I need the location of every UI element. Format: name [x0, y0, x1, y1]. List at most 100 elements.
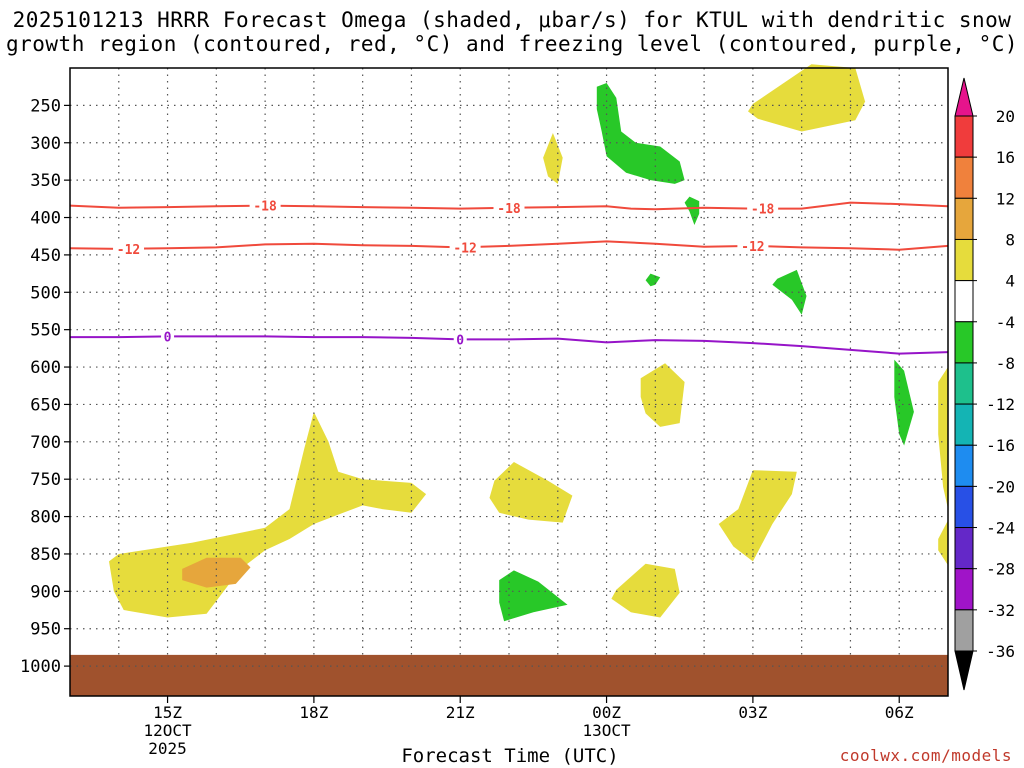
contour-label-dgz-18-2: -18 [751, 203, 775, 218]
grid [70, 68, 948, 667]
chart-title: 2025101213 HRRR Forecast Omega (shaded, … [0, 8, 1024, 56]
y-tick-label-700: 700 [30, 433, 61, 453]
colorbar-top-arrow [954, 77, 974, 117]
x-axis-title: Forecast Time (UTC) [401, 745, 619, 767]
omega-pos-620 [640, 363, 685, 427]
x-tick-sublabel2-0: 2025 [148, 739, 187, 758]
contours: -18 -18 -18 -12 -12 -12 0 0 [69, 198, 949, 355]
y-tick-label-550: 550 [30, 321, 61, 341]
contour-label-dgz-12-1: -12 [453, 241, 476, 256]
y-tick-label-650: 650 [30, 395, 61, 415]
contour-label-dgz-12-2: -12 [741, 240, 764, 255]
y-tick-label-850: 850 [30, 545, 61, 565]
ground-band [70, 654, 948, 696]
colorbar-label-8: -16 [986, 436, 1015, 455]
x-tick-label-2: 21Z [446, 703, 475, 722]
colorbar-swatch-11 [954, 568, 974, 611]
colorbar-label-1: 16 [996, 148, 1015, 167]
colorbar-swatch-7 [954, 403, 974, 446]
omega-pos-900 [611, 563, 680, 618]
colorbar-label-7: -12 [986, 395, 1015, 414]
y-tick-label-500: 500 [30, 283, 61, 303]
x-tick-label-4: 03Z [738, 703, 767, 722]
omega-pos-right-edge [938, 367, 948, 510]
y-tick-label-750: 750 [30, 470, 61, 490]
shaded-regions [109, 64, 948, 622]
omega-neg-streak-395 [684, 196, 700, 225]
colorbar-swatch-5 [954, 321, 974, 364]
x-tick-label-0: 15Z [153, 703, 182, 722]
colorbar-label-3: 8 [1005, 230, 1015, 249]
y-tick-label-800: 800 [30, 508, 61, 528]
omega-pos-low-right [718, 470, 797, 562]
y-tick-label-250: 250 [30, 96, 61, 116]
contour-label-bg-dgz-12-2 [737, 238, 769, 253]
contour-label-bg-dgz-12-0 [113, 241, 145, 256]
omega-neg-hook [596, 83, 685, 184]
contour-label-bg-dgz-12-1 [449, 240, 481, 255]
contour-label-dgz-12-0: -12 [117, 243, 140, 258]
colorbar-swatch-12 [954, 609, 974, 652]
x-tick-label-5: 06Z [885, 703, 914, 722]
colorbar-swatch-0 [954, 115, 974, 158]
colorbar-label-13: -36 [986, 642, 1015, 661]
x-tick-label-3: 00Z [592, 703, 621, 722]
omega-pos-upper-mid [543, 133, 563, 184]
contour-label-bg-dgz-18-0 [249, 198, 281, 213]
omega-pos-low-left [109, 411, 427, 618]
y-tick-label-300: 300 [30, 134, 61, 154]
contour-label-bg-dgz-18-2 [747, 201, 779, 216]
colorbar-label-4: 4 [1005, 272, 1015, 291]
omega-pos-upper-right [748, 64, 866, 132]
plot-frame [69, 67, 949, 697]
omega-pos-low-mid [489, 462, 573, 523]
omega-pos-right-edge-low [938, 520, 948, 566]
colorbar-label-11: -28 [986, 560, 1015, 579]
colorbar-swatch-1 [954, 156, 974, 199]
chart-title-line1: 2025101213 HRRR Forecast Omega (shaded, … [12, 8, 1012, 32]
colorbar-label-2: 12 [996, 189, 1015, 208]
omega-orange-870 [182, 557, 251, 588]
x-tick-sublabel1-0: 12OCT [143, 721, 192, 740]
omega-neg-dot-480 [645, 273, 661, 287]
colorbar-label-5: -4 [996, 313, 1015, 332]
colorbar-bottom-arrow [954, 650, 974, 691]
contour-dgz-12 [69, 240, 949, 251]
chart-title-line2: growth region (contoured, red, °C) and f… [5, 32, 1019, 56]
colorbar-label-9: -20 [986, 477, 1015, 496]
contour-label-bg-dgz-18-1 [493, 200, 525, 215]
colorbar-swatch-10 [954, 527, 974, 570]
colorbar-swatch-2 [954, 197, 974, 240]
colorbar-swatch-9 [954, 485, 974, 529]
y-tick-label-350: 350 [30, 171, 61, 191]
colorbar-swatch-4 [954, 280, 974, 323]
contour-dgz-18 [69, 201, 949, 211]
colorbar-label-6: -8 [996, 354, 1015, 373]
colorbar: 20 16 12 8 4 -4 -8 -12 -16 -20 -24 -28 -32 -36 [954, 77, 1015, 691]
contour-freezing-0 [70, 335, 949, 355]
contour-label-bg-freezing-0-1 [453, 332, 467, 347]
y-tick-label-450: 450 [30, 246, 61, 266]
y-tick-label-1000: 1000 [20, 657, 61, 677]
colorbar-label-0: 20 [996, 107, 1015, 126]
y-axis: 250 300 350 400 450 500 550 600 650 700 750 800 850 9… [20, 96, 70, 677]
contour-label-bg-freezing-0-0 [161, 329, 175, 344]
contour-label-dgz-18-1: -18 [497, 202, 521, 217]
y-tick-label-900: 900 [30, 582, 61, 602]
colorbar-label-12: -32 [986, 601, 1015, 620]
omega-neg-500 [772, 269, 807, 315]
contour-label-dgz-18-0: -18 [253, 200, 277, 215]
omega-neg-920 [499, 570, 568, 622]
colorbar-label-10: -24 [986, 519, 1015, 538]
y-tick-label-950: 950 [30, 620, 61, 640]
colorbar-swatch-8 [954, 444, 974, 487]
colorbar-swatch-3 [954, 238, 974, 282]
contour-label-freezing-0-0: 0 [164, 330, 172, 345]
x-tick-label-1: 18Z [299, 703, 328, 722]
credit-text: coolwx.com/models [839, 746, 1012, 765]
contour-label-freezing-0-1: 0 [456, 333, 464, 348]
y-tick-label-400: 400 [30, 209, 61, 229]
colorbar-swatch-6 [954, 362, 974, 405]
